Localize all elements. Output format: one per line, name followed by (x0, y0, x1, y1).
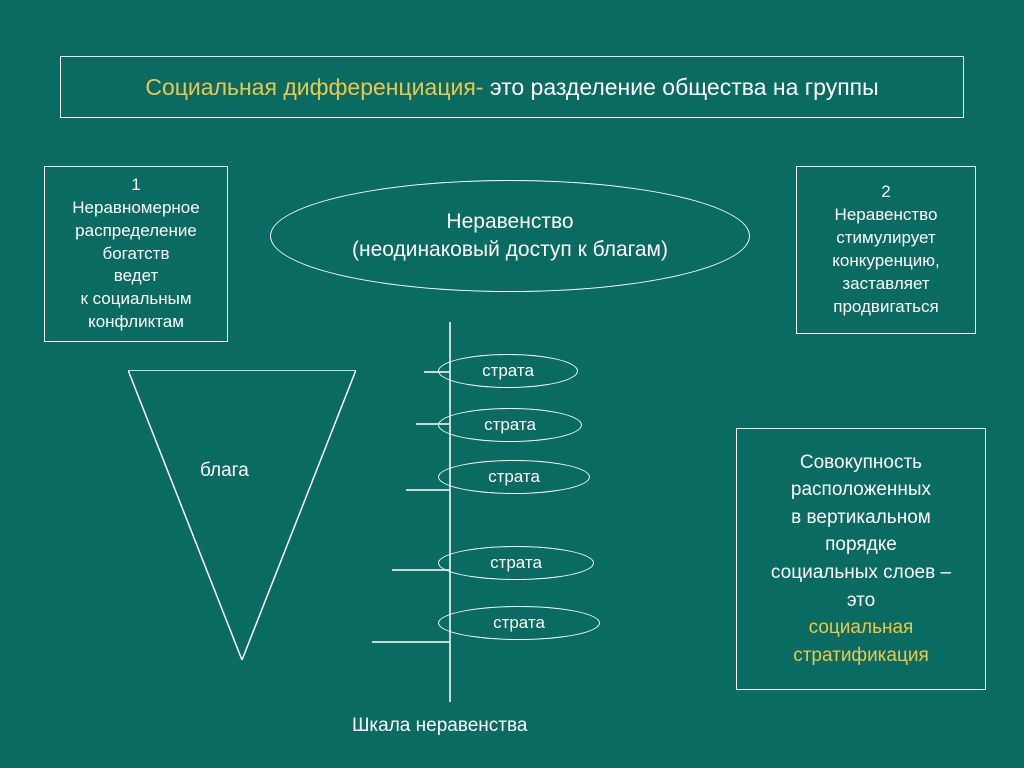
title-box: Социальная дифференциация- это разделени… (60, 56, 964, 118)
stratum-4-label: страта (490, 553, 542, 573)
box1-l4: к социальным (80, 288, 191, 311)
box2-l0: Неравенство (835, 204, 938, 227)
inequality-ellipse: Неравенство (неодинаковый доступ к блага… (270, 180, 750, 292)
stratum-2-label: страта (484, 415, 536, 435)
box1-l2: богатств (102, 243, 169, 266)
box2-l1: стимулирует (836, 227, 935, 250)
box1-num: 1 (131, 174, 140, 197)
stratum-1-label: страта (482, 361, 534, 381)
stratum-5: страта (438, 606, 600, 640)
sum-strat1: стратификация (793, 645, 929, 666)
ellipse-l2: (неодинаковый доступ к благам) (352, 238, 668, 261)
scale-label: Шкала неравенства (352, 715, 527, 737)
ellipse-l1: Неравенство (446, 210, 573, 233)
sum-l2: в вертикальном (791, 507, 931, 528)
box1-l0: Неравномерное (72, 197, 199, 220)
box2-l4: продвигаться (833, 296, 938, 319)
box2-l3: заставляет (842, 273, 929, 296)
box1-l1: распределение (75, 220, 197, 243)
title-text: Социальная дифференциация- это разделени… (145, 74, 878, 101)
stratum-4: страта (438, 546, 594, 580)
positive-consequence-box: 2 Неравенство стимулирует конкуренцию, з… (796, 166, 976, 334)
sum-l4: социальных слоев – (771, 562, 951, 583)
stratum-5-label: страта (493, 613, 545, 633)
sum-l5: это (847, 590, 875, 611)
triangle-shape (128, 370, 356, 660)
box2-num: 2 (881, 181, 890, 204)
stratum-2: страта (438, 408, 582, 442)
ellipse-text: Неравенство (неодинаковый доступ к блага… (352, 208, 668, 265)
title-rest: это разделение общества на группы (483, 74, 878, 100)
goods-triangle (128, 370, 356, 660)
goods-label: блага (200, 460, 249, 482)
sum-l1: расположенных (791, 479, 931, 500)
title-term: Социальная дифференциация- (145, 74, 483, 100)
stratum-1: страта (438, 354, 578, 388)
box1-l5: конфликтам (88, 311, 184, 334)
sum-l3: порядке (825, 534, 897, 555)
summary-text: Совокупность расположенных в вертикально… (771, 449, 951, 669)
negative-consequence-box: 1 Неравномерное распределение богатств в… (44, 166, 228, 342)
stratum-3-label: страта (488, 467, 540, 487)
sum-strat0: социальная (809, 617, 914, 638)
box1-l3: ведет (114, 265, 159, 288)
box2-l2: конкуренцию, (832, 250, 939, 273)
triangle-svg (128, 370, 356, 660)
sum-l0: Совокупность (800, 452, 922, 473)
stratum-3: страта (438, 460, 590, 494)
stratification-definition-box: Совокупность расположенных в вертикально… (736, 428, 986, 690)
